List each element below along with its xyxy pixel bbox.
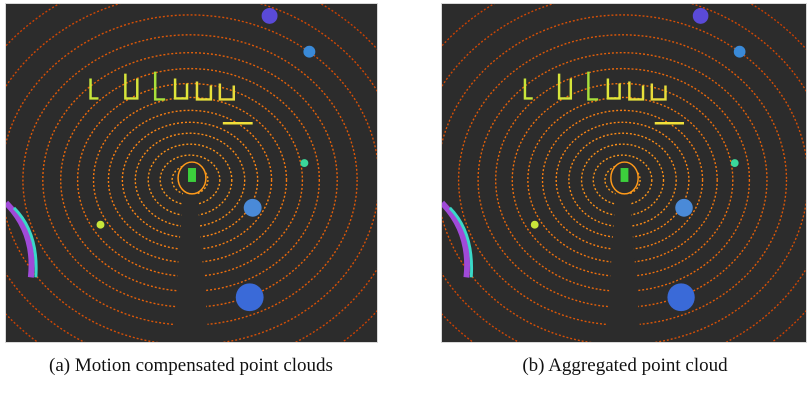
point-cloud-render <box>442 4 806 342</box>
point-cloud-image <box>5 3 378 343</box>
caption: (a) Motion compensated point clouds <box>45 352 337 380</box>
point-cloud-render <box>6 4 377 342</box>
caption: (b) Aggregated point cloud <box>470 352 780 380</box>
point-cloud-image <box>441 3 807 343</box>
page: (a) Motion compensated point clouds (b) … <box>0 0 807 409</box>
